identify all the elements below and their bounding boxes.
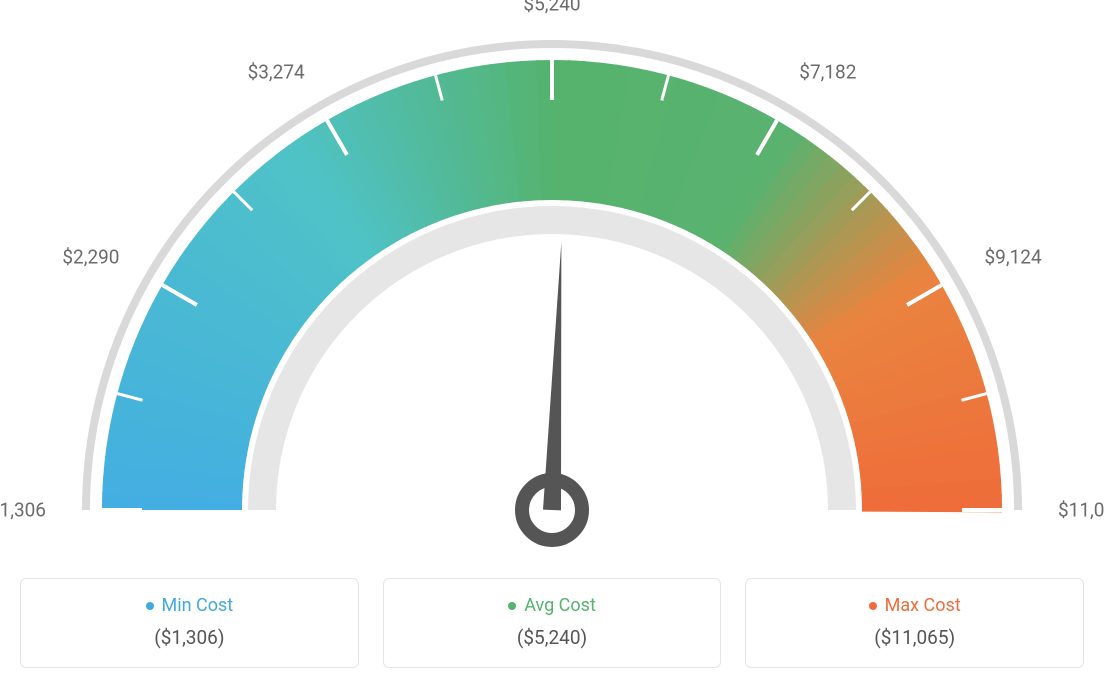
gauge-chart: $1,306$2,290$3,274$5,240$7,182$9,124$11,… — [20, 20, 1084, 668]
gauge-svg-container: $1,306$2,290$3,274$5,240$7,182$9,124$11,… — [20, 20, 1084, 560]
min-cost-title: Min Cost — [162, 595, 234, 616]
avg-cost-title-row: Avg Cost — [396, 595, 709, 616]
tick-label: $9,124 — [984, 246, 1041, 269]
tick-label: $2,290 — [62, 246, 119, 269]
avg-cost-title: Avg Cost — [524, 595, 596, 616]
tick-label: $5,240 — [523, 0, 580, 16]
tick-label: $3,274 — [248, 60, 305, 83]
max-dot-icon — [869, 602, 877, 610]
min-dot-icon — [146, 602, 154, 610]
min-cost-title-row: Min Cost — [33, 595, 346, 616]
avg-cost-card: Avg Cost ($5,240) — [383, 578, 722, 668]
summary-cards: Min Cost ($1,306) Avg Cost ($5,240) Max … — [20, 578, 1084, 668]
tick-label: $1,306 — [0, 499, 46, 522]
min-cost-value: ($1,306) — [33, 626, 346, 649]
tick-label: $11,065 — [1058, 499, 1104, 522]
max-cost-value: ($11,065) — [758, 626, 1071, 649]
min-cost-card: Min Cost ($1,306) — [20, 578, 359, 668]
max-cost-title: Max Cost — [885, 595, 961, 616]
tick-label: $7,182 — [799, 60, 856, 83]
avg-cost-value: ($5,240) — [396, 626, 709, 649]
gauge-svg — [20, 20, 1084, 560]
avg-dot-icon — [508, 602, 516, 610]
max-cost-title-row: Max Cost — [758, 595, 1071, 616]
max-cost-card: Max Cost ($11,065) — [745, 578, 1084, 668]
